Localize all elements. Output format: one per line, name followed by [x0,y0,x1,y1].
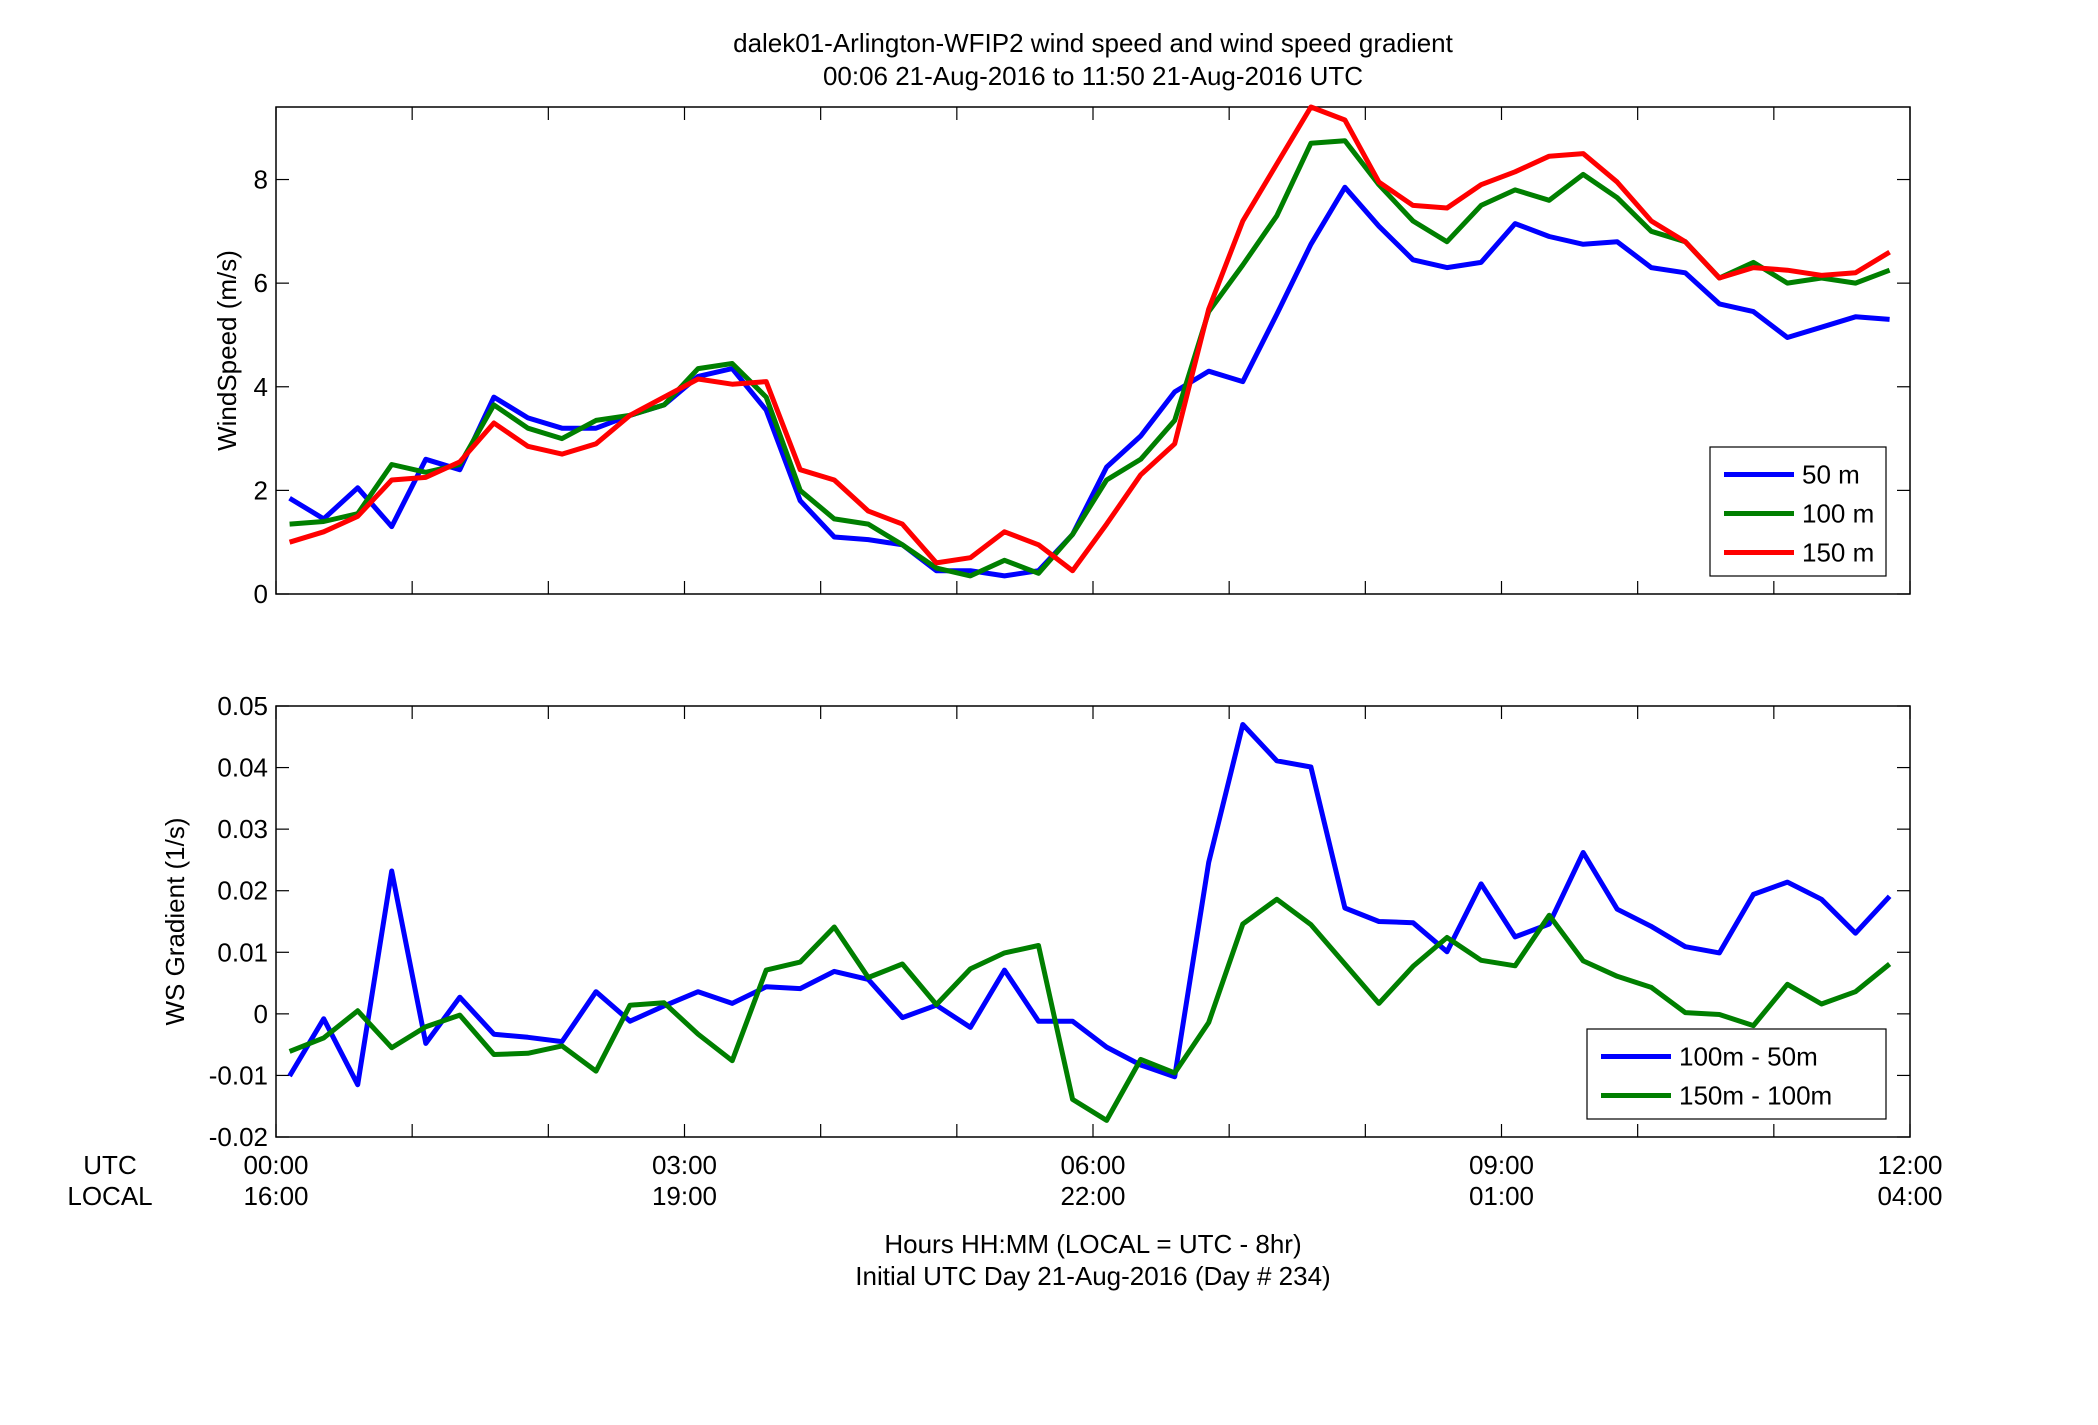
y-tick-label: 6 [254,268,268,298]
x-tick-label-local: 04:00 [1877,1181,1942,1211]
wind-speed-gradient-panel: -0.02 -0.01 0 0.01 0.02 0.03 0.04 0.05 WS Gradie… [160,691,1911,1152]
series-line-150m-100m [288,896,1892,1123]
x-tick-label-utc: 00:00 [243,1150,308,1180]
local-row-label: LOCAL [67,1181,152,1211]
series-line-100m-50m [287,722,1892,1088]
y-tick-label: -0.02 [209,1122,268,1152]
y-axis-label: WindSpeed (m/s) [212,250,242,451]
x-axis-label-line2: Initial UTC Day 21-Aug-2016 (Day # 234) [855,1261,1330,1291]
x-tick-label-utc: 09:00 [1469,1150,1534,1180]
chart-title-line2: 00:06 21-Aug-2016 to 11:50 21-Aug-2016 U… [823,61,1363,91]
y-tick-label: 0.04 [217,753,268,783]
legend-box [1586,1028,1887,1120]
legend-label: 100 m [1802,499,1874,529]
y-tick-label: 0.03 [217,814,268,844]
legend-label: 50 m [1802,460,1860,490]
x-tick-label-local: 19:00 [652,1181,717,1211]
x-tick-label-utc: 03:00 [652,1150,717,1180]
x-tick-label-utc: 06:00 [1060,1150,1125,1180]
legend-label: 150m - 100m [1679,1081,1832,1111]
y-axis-label: WS Gradient (1/s) [160,817,190,1025]
y-tick-label: 0.01 [217,937,268,967]
chart-title-line1: dalek01-Arlington-WFIP2 wind speed and w… [733,28,1454,58]
series-line-50-m [288,184,1890,579]
series-line-150-m [288,104,1891,574]
y-tick-label: 2 [254,475,268,505]
x-tick-label-local: 16:00 [243,1181,308,1211]
legend: 100m - 50m 150m - 100m [1586,1028,1887,1120]
y-tick-label: 8 [254,165,268,195]
y-tick-label: 4 [254,372,268,402]
x-tick-label-local: 22:00 [1060,1181,1125,1211]
axes-box [275,106,1911,595]
legend: 50 m 100 m 150 m [1709,446,1887,577]
wind-speed-panel: 0 2 4 6 8 WindSpeed (m/s) 50 m 100 m 150 m [212,104,1911,609]
y-tick-label: 0 [254,999,268,1029]
y-tick-label: 0.02 [217,876,268,906]
x-tick-label-utc: 12:00 [1877,1150,1942,1180]
x-axis-label-line1: Hours HH:MM (LOCAL = UTC - 8hr) [884,1229,1301,1259]
x-tick-label-local: 01:00 [1469,1181,1534,1211]
legend-label: 150 m [1802,538,1874,568]
y-tick-label: 0 [254,579,268,609]
legend-label: 100m - 50m [1679,1042,1818,1072]
y-tick-label: -0.01 [209,1060,268,1090]
series-line-100-m [289,138,1891,579]
y-tick-label: 0.05 [217,691,268,721]
utc-row-label: UTC [83,1150,136,1180]
